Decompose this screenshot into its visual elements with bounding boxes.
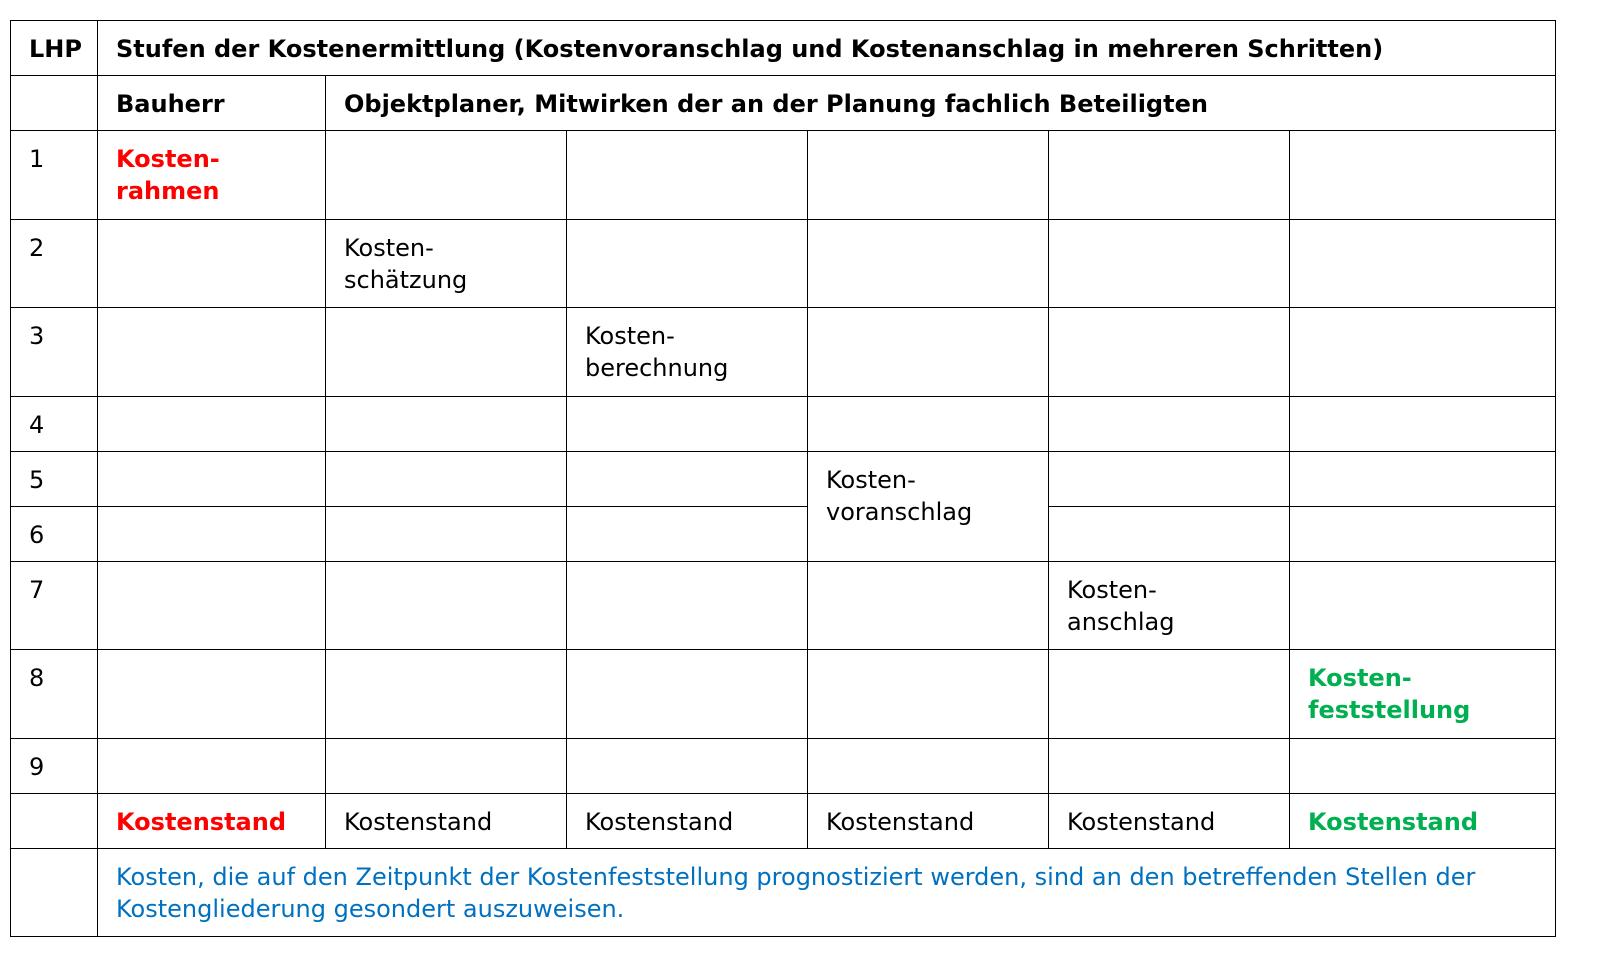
header-cell: LHP bbox=[10, 20, 98, 76]
cell bbox=[1288, 130, 1557, 220]
note-row: Kosten, die auf den Zeitpunkt der Kosten… bbox=[10, 847, 1557, 937]
cell bbox=[325, 737, 567, 794]
lhp-cell: 8 bbox=[10, 649, 98, 739]
cell bbox=[1288, 737, 1557, 794]
cell bbox=[1048, 130, 1290, 220]
row: 9 bbox=[10, 737, 1557, 794]
cell bbox=[97, 649, 326, 739]
cell bbox=[1288, 560, 1557, 650]
cell bbox=[1048, 649, 1290, 739]
header-row: LHP Stufen der Kostenermittlung (Kostenv… bbox=[10, 20, 1557, 76]
row: 8 Kosten- feststellung bbox=[10, 649, 1557, 739]
footer-cell: Kostenstand bbox=[1048, 792, 1290, 849]
cell bbox=[325, 130, 567, 220]
row: 7 Kosten- anschlag bbox=[10, 560, 1557, 650]
note: Kosten, die auf den Zeitpunkt der Kosten… bbox=[96, 847, 1557, 937]
lhp-cell: 3 bbox=[10, 307, 98, 397]
stage-cell: Kosten- anschlag bbox=[1048, 560, 1290, 650]
cell bbox=[10, 847, 98, 937]
cell bbox=[566, 395, 808, 452]
footer-cell: Kostenstand bbox=[807, 792, 1049, 849]
cell bbox=[566, 560, 808, 650]
cell bbox=[97, 450, 326, 507]
cell bbox=[325, 307, 567, 397]
cell bbox=[325, 560, 567, 650]
cell bbox=[807, 560, 1049, 650]
cell bbox=[566, 130, 808, 220]
cell bbox=[1048, 450, 1290, 507]
lhp-cell: 2 bbox=[10, 218, 98, 308]
subheader-cell: Bauherr bbox=[97, 75, 326, 131]
cell bbox=[807, 130, 1049, 220]
footer-cell: Kostenstand bbox=[1288, 792, 1557, 849]
cell bbox=[1288, 307, 1557, 397]
stage-cell: Kosten- rahmen bbox=[97, 130, 326, 220]
cell bbox=[1288, 450, 1557, 507]
cell bbox=[10, 792, 98, 849]
subheader-cell: Objektplaner, Mitwirken der an der Planu… bbox=[324, 75, 1557, 131]
lhp-cell: 7 bbox=[10, 560, 98, 650]
row: 6 bbox=[10, 505, 1557, 562]
lhp-cell: 9 bbox=[10, 737, 98, 794]
cell bbox=[1288, 218, 1557, 308]
header-cell: Stufen der Kostenermittlung (Kostenvoran… bbox=[96, 20, 1557, 76]
cell bbox=[325, 395, 567, 452]
row: 1 Kosten- rahmen bbox=[10, 130, 1557, 220]
cell bbox=[1048, 505, 1290, 562]
footer-cell: Kostenstand bbox=[325, 792, 567, 849]
cell bbox=[566, 218, 808, 308]
cell bbox=[807, 218, 1049, 308]
cell bbox=[97, 505, 326, 562]
lhp-cell: 1 bbox=[10, 130, 98, 220]
cell bbox=[1048, 218, 1290, 308]
cell bbox=[1048, 395, 1290, 452]
row: 5 Kosten- voranschlag bbox=[10, 450, 1557, 562]
subheader-row: Bauherr Objektplaner, Mitwirken der an d… bbox=[10, 75, 1557, 131]
cell bbox=[97, 218, 326, 308]
cell bbox=[1048, 737, 1290, 794]
row: 4 bbox=[10, 395, 1557, 452]
footer-cell: Kostenstand bbox=[566, 792, 808, 849]
cell bbox=[325, 649, 567, 739]
cell bbox=[1288, 395, 1557, 452]
cell bbox=[807, 649, 1049, 739]
cell bbox=[1048, 307, 1290, 397]
stage-cell: Kosten- voranschlag bbox=[807, 450, 1049, 562]
row: 3 Kosten- berechnung bbox=[10, 307, 1557, 397]
cell bbox=[10, 75, 98, 131]
stage-cell: Kosten- feststellung bbox=[1288, 649, 1557, 739]
footer-cell: Kostenstand bbox=[97, 792, 326, 849]
stage-cell: Kosten- schätzung bbox=[325, 218, 567, 308]
cell bbox=[97, 395, 326, 452]
cell bbox=[807, 307, 1049, 397]
cell bbox=[97, 560, 326, 650]
lhp-cell: 4 bbox=[10, 395, 98, 452]
cell bbox=[325, 450, 567, 507]
footer-row: Kostenstand Kostenstand Kostenstand Kost… bbox=[10, 792, 1557, 849]
lhp-cell: 5 bbox=[10, 450, 98, 507]
cell bbox=[325, 505, 567, 562]
cell bbox=[566, 450, 808, 507]
cell bbox=[1288, 505, 1557, 562]
cell bbox=[566, 649, 808, 739]
cell bbox=[807, 737, 1049, 794]
row: 2 Kosten- schätzung bbox=[10, 218, 1557, 308]
cell bbox=[97, 737, 326, 794]
stage-cell: Kosten- berechnung bbox=[566, 307, 808, 397]
cell bbox=[566, 505, 808, 562]
cost-table: LHP Stufen der Kostenermittlung (Kostenv… bbox=[10, 20, 1557, 937]
cell bbox=[97, 307, 326, 397]
cell bbox=[566, 737, 808, 794]
cell bbox=[807, 395, 1049, 452]
lhp-cell: 6 bbox=[10, 505, 98, 562]
